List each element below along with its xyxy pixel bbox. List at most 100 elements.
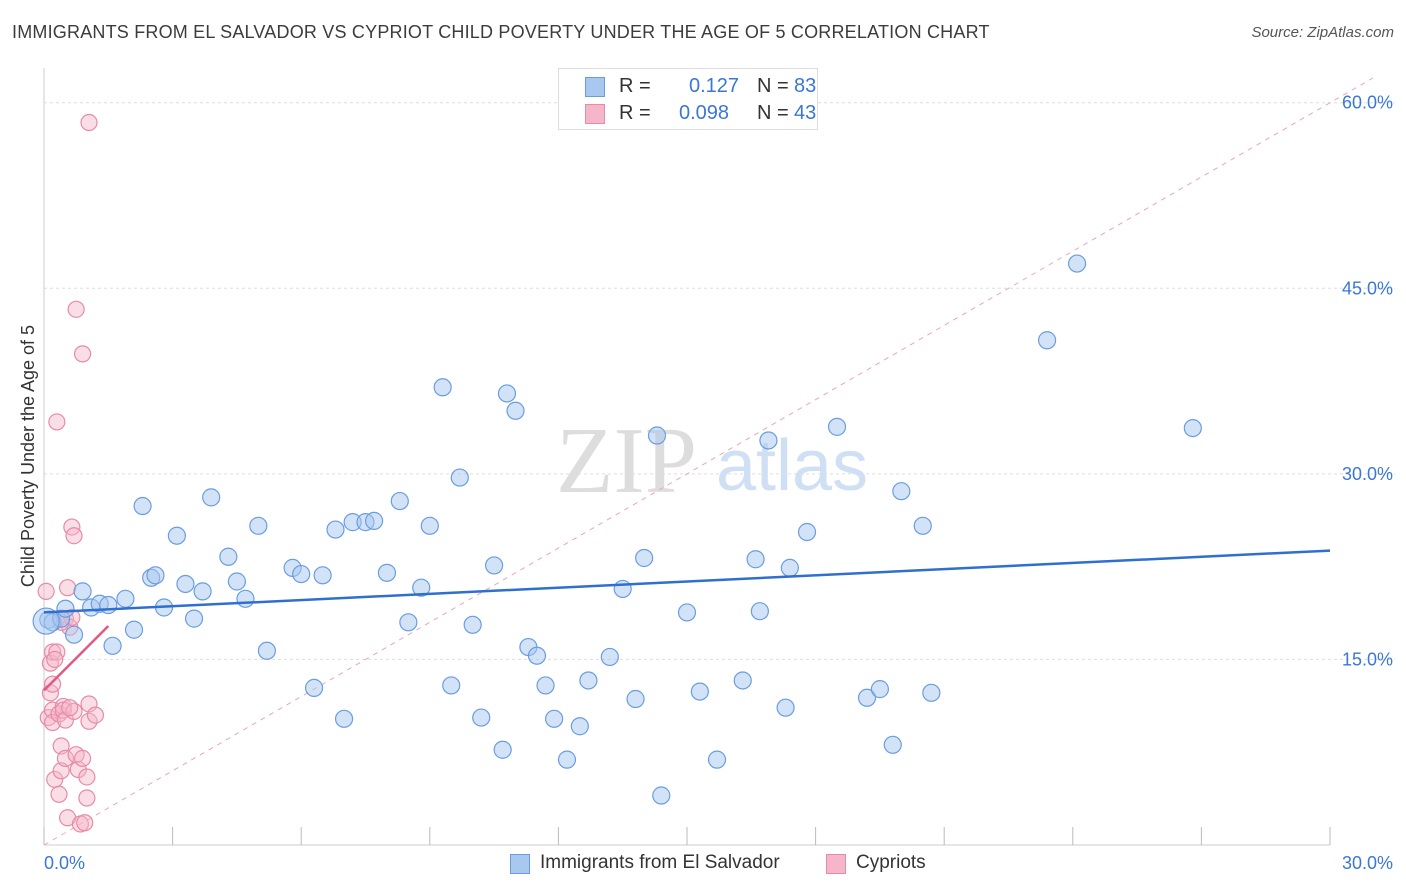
data-point-el-salvador (1183, 418, 1202, 438)
data-point-el-salvador (677, 603, 697, 622)
data-point-el-salvador (390, 491, 409, 511)
data-point-el-salvador (326, 520, 345, 539)
data-point-el-salvador (167, 526, 186, 545)
data-point-el-salvador (56, 599, 75, 618)
data-point-cypriots (43, 713, 62, 732)
data-point-el-salvador (184, 609, 204, 628)
data-point-el-salvador (536, 676, 555, 695)
data-point-el-salvador (399, 613, 418, 632)
data-point-el-salvador (776, 698, 795, 717)
trend-line-el-salvador (43, 549, 1331, 614)
watermark-zip: ZIP (556, 409, 697, 513)
data-point-el-salvador (450, 468, 469, 487)
watermark-atlas: atlas (716, 426, 868, 506)
data-point-el-salvador (647, 426, 667, 445)
data-point-el-salvador (219, 547, 238, 566)
data-point-cypriots (73, 749, 92, 768)
legend-r-label: R = (619, 102, 651, 124)
data-point-el-salvador (313, 566, 332, 585)
data-point-el-salvador (635, 548, 654, 568)
legend-label: Immigrants from El Salvador (540, 852, 780, 873)
legend-n-label: N = (757, 75, 789, 97)
data-point-el-salvador (652, 786, 671, 805)
data-point-el-salvador (133, 496, 152, 516)
data-point-el-salvador (570, 717, 589, 736)
y-axis-label: Child Poverty Under the Age of 5 (18, 325, 38, 587)
data-point-el-salvador (759, 431, 778, 450)
data-point-el-salvador (922, 683, 941, 702)
data-point-cypriots (50, 785, 68, 803)
data-point-el-salvador (176, 574, 195, 594)
data-point-el-salvador (733, 671, 752, 690)
data-point-el-salvador (493, 740, 512, 759)
data-point-el-salvador (600, 647, 619, 667)
data-point-el-salvador (304, 678, 324, 697)
trend-line-cypriots (43, 625, 110, 692)
x-tick-label: 0.0% (44, 853, 85, 873)
data-point-el-salvador (780, 558, 799, 577)
data-point-el-salvador (613, 579, 632, 599)
legend-r-value: 0.127 (689, 75, 740, 97)
data-point-cypriots (65, 527, 83, 545)
data-point-el-salvador (557, 750, 577, 769)
data-point-el-salvador (236, 589, 255, 608)
series-cypriots (37, 113, 105, 833)
watermark: ZIP atlas (556, 409, 868, 513)
data-point-el-salvador (827, 417, 847, 436)
data-point-cypriots (43, 675, 62, 693)
series-el-salvador (32, 254, 1202, 805)
data-point-el-salvador (103, 636, 122, 655)
reference-line (43, 77, 1374, 846)
stats-legend: R = 0.127 N = 83 R = 0.098 N = 43 (558, 68, 818, 130)
data-point-el-salvador (442, 676, 461, 695)
legend-r-label: R = (619, 75, 651, 97)
legend-label: Cypriots (856, 852, 926, 873)
data-point-el-salvador (249, 516, 268, 535)
data-point-cypriots (67, 300, 85, 318)
data-point-cypriots (58, 579, 77, 597)
data-point-el-salvador (64, 625, 84, 644)
data-point-el-salvador (750, 602, 769, 621)
data-point-el-salvador (506, 401, 525, 420)
data-point-el-salvador (73, 582, 92, 601)
data-point-el-salvador (99, 595, 118, 615)
data-point-el-salvador (913, 516, 932, 535)
data-point-cypriots (76, 814, 94, 832)
data-point-el-salvador (364, 511, 384, 530)
data-point-el-salvador (1037, 331, 1057, 350)
data-point-cypriots (73, 345, 92, 363)
grid (44, 102, 1395, 660)
data-point-el-salvador (377, 563, 397, 582)
tick-labels: 15.0% 30.0% 45.0% 60.0% 0.0% 30.0% (44, 93, 1393, 873)
data-point-el-salvador (527, 646, 547, 665)
data-point-el-salvador (412, 578, 431, 597)
data-point-cypriots (78, 789, 96, 807)
data-point-el-salvador (116, 589, 135, 608)
data-point-el-salvador (870, 680, 890, 699)
data-point-cypriots (37, 582, 55, 600)
source-label: Source: ZipAtlas.com (1251, 24, 1394, 41)
data-point-el-salvador (334, 709, 354, 728)
data-point-el-salvador (485, 556, 504, 575)
data-point-el-salvador (545, 709, 564, 728)
data-point-el-salvador (472, 708, 491, 727)
data-point-el-salvador (32, 607, 60, 635)
data-point-cypriots (80, 712, 98, 730)
data-point-el-salvador (690, 682, 709, 701)
legend-r-value: 0.098 (679, 102, 730, 124)
legend-swatch-blue (585, 77, 605, 97)
data-point-el-salvador (497, 384, 517, 403)
data-point-el-salvador (746, 550, 765, 569)
data-point-el-salvador (202, 488, 221, 507)
data-point-el-salvador (626, 689, 645, 709)
y-tick-label: 45.0% (1342, 278, 1393, 298)
data-point-cypriots (78, 768, 96, 786)
data-point-cypriots (80, 113, 98, 132)
data-point-el-salvador (420, 516, 439, 535)
data-point-el-salvador (146, 566, 165, 585)
data-point-el-salvador (193, 582, 212, 601)
data-point-el-salvador (883, 735, 902, 754)
data-point-cypriots (46, 650, 64, 669)
data-point-el-salvador (433, 378, 452, 397)
